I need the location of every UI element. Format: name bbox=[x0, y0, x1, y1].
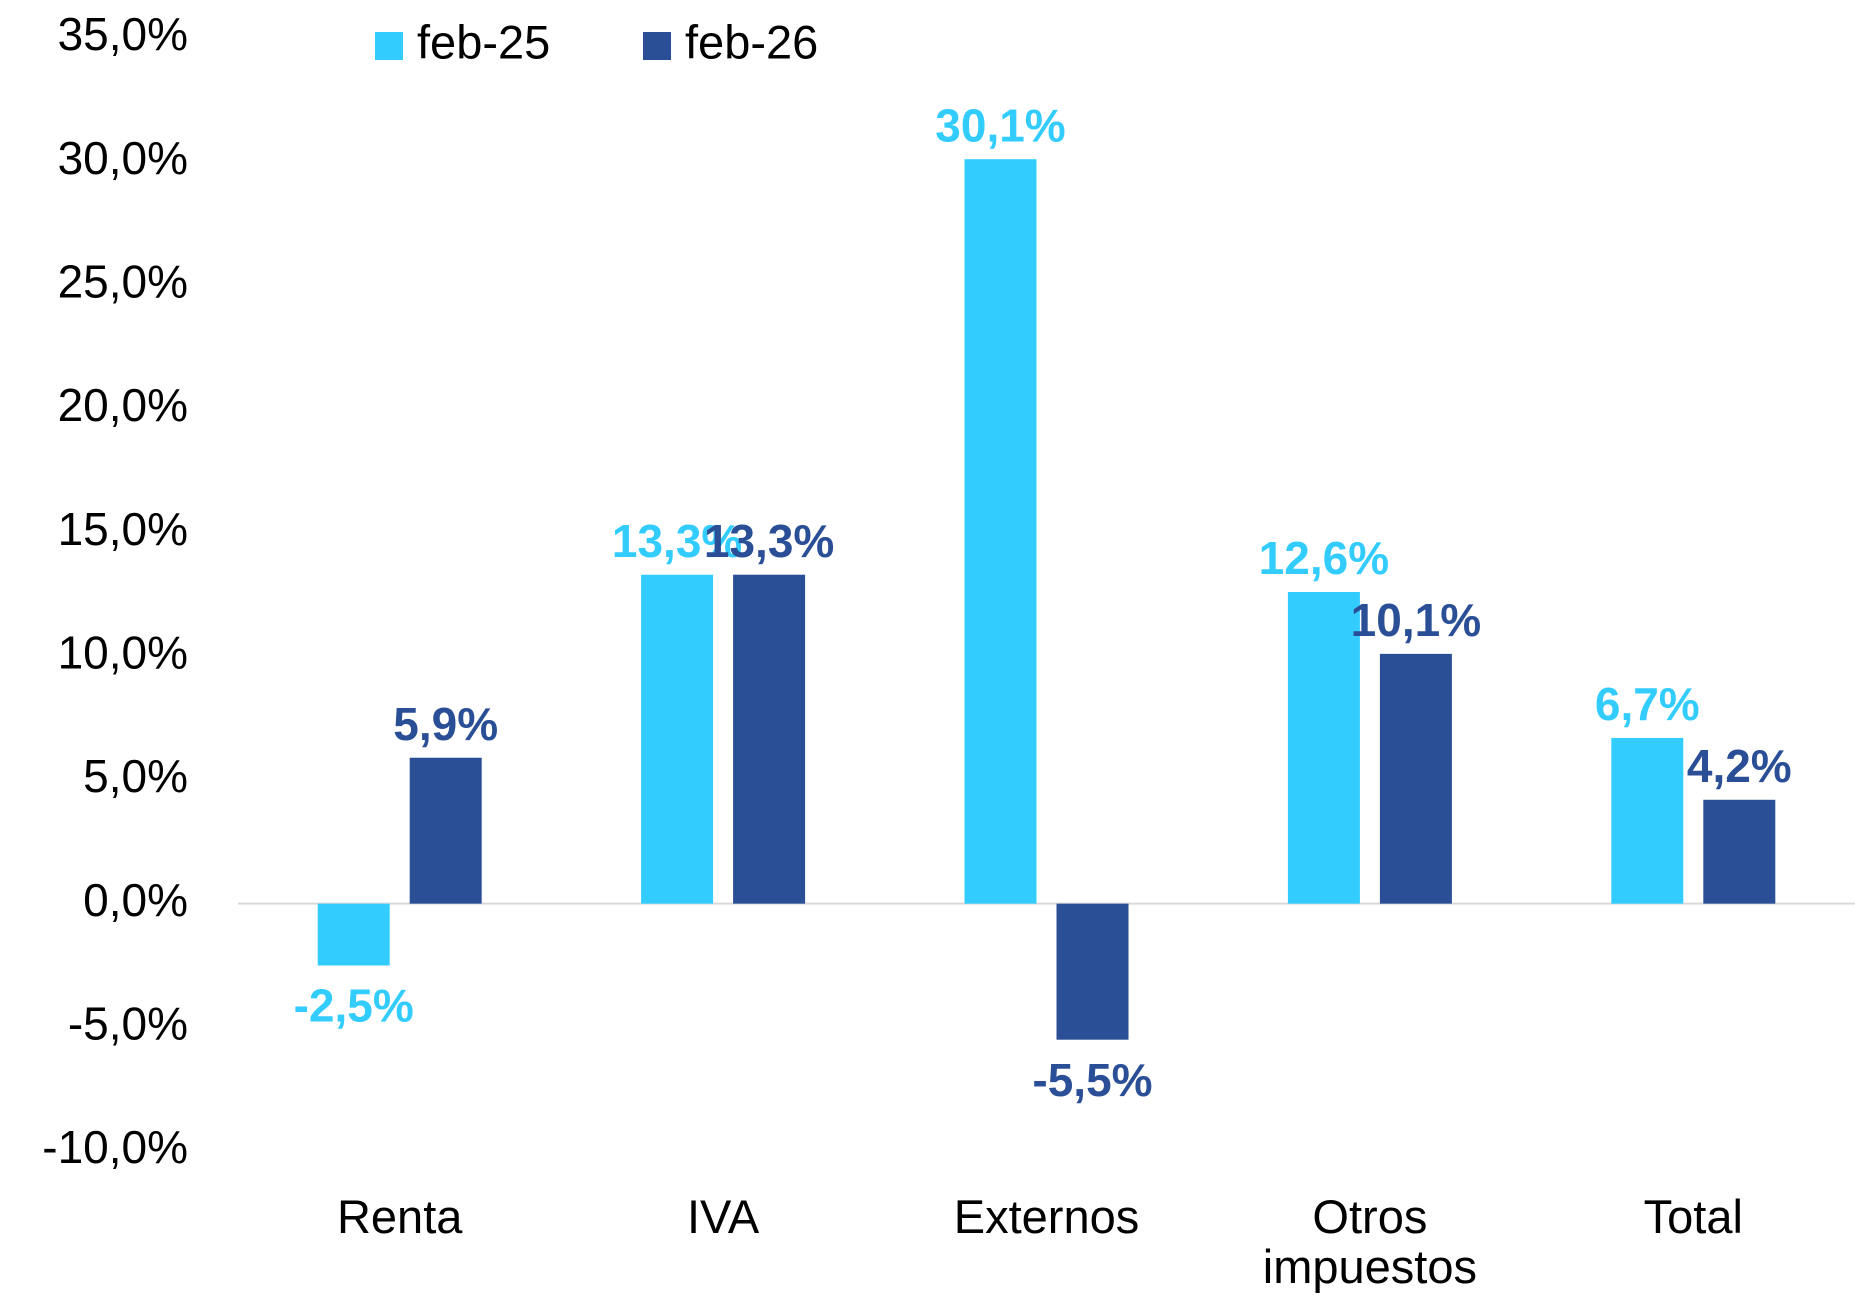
legend-swatch bbox=[643, 32, 671, 60]
y-tick-label: -5,0% bbox=[68, 997, 188, 1049]
y-tick-label: 30,0% bbox=[58, 132, 188, 184]
y-tick-label: 15,0% bbox=[58, 503, 188, 555]
data-label: 6,7% bbox=[1595, 678, 1700, 730]
y-tick-label: 20,0% bbox=[58, 379, 188, 431]
legend-label: feb-25 bbox=[417, 15, 550, 68]
data-label: -5,5% bbox=[1032, 1054, 1152, 1106]
x-tick-label: Otros impuestos bbox=[1262, 1190, 1477, 1293]
bar bbox=[733, 574, 806, 904]
y-tick-label: 0,0% bbox=[83, 874, 188, 926]
bar bbox=[317, 903, 390, 966]
data-label: 13,3% bbox=[704, 515, 834, 567]
x-tick-label: Renta bbox=[336, 1190, 463, 1243]
bar bbox=[1611, 737, 1684, 904]
bar bbox=[964, 159, 1037, 904]
bar bbox=[1287, 592, 1360, 904]
legend-label: feb-26 bbox=[685, 15, 818, 68]
data-label: 30,1% bbox=[935, 99, 1065, 151]
y-tick-label: -10,0% bbox=[42, 1121, 188, 1173]
y-tick-label: 35,0% bbox=[58, 8, 188, 60]
data-label: 12,6% bbox=[1259, 532, 1389, 584]
x-tick-label: IVA bbox=[686, 1190, 760, 1243]
y-tick-label: 25,0% bbox=[58, 255, 188, 307]
x-tick-label: Externos bbox=[953, 1190, 1140, 1243]
legend-swatch bbox=[375, 32, 403, 60]
data-label: -2,5% bbox=[294, 980, 414, 1032]
data-label: 4,2% bbox=[1687, 740, 1792, 792]
bar bbox=[409, 757, 482, 904]
y-tick-label: 10,0% bbox=[58, 626, 188, 678]
bar bbox=[1703, 799, 1776, 904]
data-label: 13,3% bbox=[612, 515, 742, 567]
x-tick-label: Total bbox=[1643, 1190, 1743, 1243]
data-label: 10,1% bbox=[1351, 594, 1481, 646]
bar bbox=[1056, 903, 1129, 1040]
bar bbox=[641, 574, 714, 904]
bar bbox=[1379, 653, 1452, 904]
y-tick-label: 5,0% bbox=[83, 750, 188, 802]
data-label: 5,9% bbox=[393, 698, 498, 750]
